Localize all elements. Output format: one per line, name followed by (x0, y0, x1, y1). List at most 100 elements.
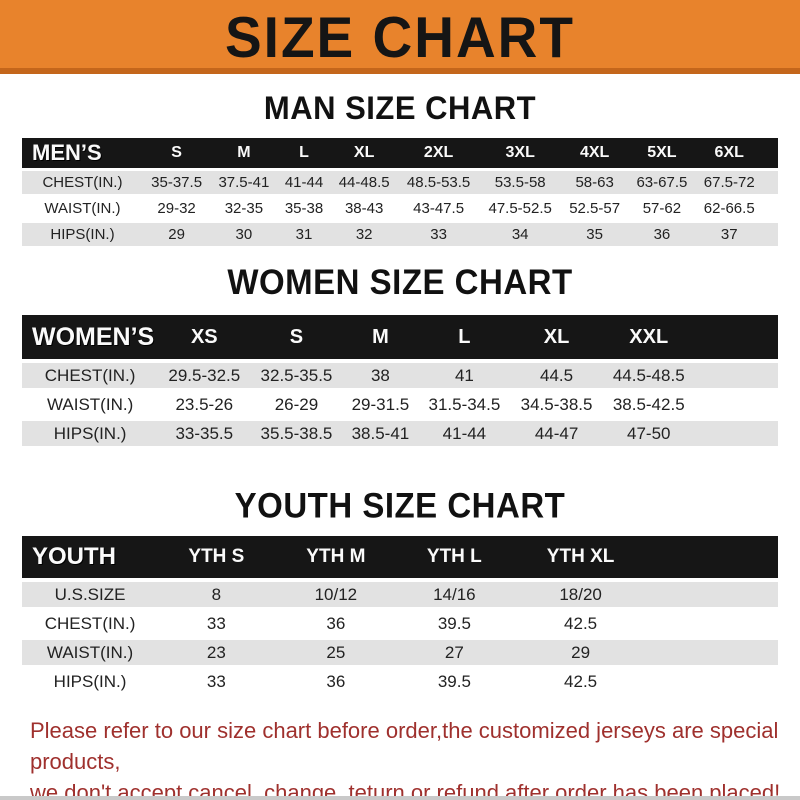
header-spacer (649, 536, 778, 578)
table-row: WAIST(IN.) 29-32 32-35 35-38 38-43 43-47.5 47.… (22, 197, 778, 220)
page-title: SIZE CHART (225, 4, 575, 70)
size-column-header: M (342, 315, 419, 359)
size-column-header: L (277, 138, 331, 168)
size-column-header: XL (330, 138, 398, 168)
row-label: WAIST(IN.) (22, 392, 159, 417)
size-value-cell: 41-44 (277, 171, 331, 194)
row-spacer (649, 611, 778, 636)
womens-section: WOMEN SIZE CHART WOMEN’S XS S M L XL XXL CHEST(… (0, 249, 800, 450)
size-column-header: XL (510, 315, 603, 359)
size-value-cell: 34 (479, 223, 561, 246)
size-value-cell: 32-35 (210, 197, 278, 220)
size-value-cell: 41-44 (418, 421, 511, 446)
mens-section-title: MAN SIZE CHART (263, 89, 537, 127)
size-value-cell: 8 (158, 582, 275, 607)
bottom-edge-strip (0, 796, 800, 800)
womens-size-table: WOMEN’S XS S M L XL XXL CHEST(IN.) 29.5-32.5 32.5… (22, 311, 778, 450)
size-column-header: M (210, 138, 278, 168)
row-label: CHEST(IN.) (22, 171, 143, 194)
mens-table-wrap: MEN’S S M L XL 2XL 3XL 4XL 5XL 6XL CHEST(IN.) 35-37… (0, 135, 800, 249)
order-notice: Please refer to our size chart before or… (30, 716, 790, 800)
mens-size-table: MEN’S S M L XL 2XL 3XL 4XL 5XL 6XL CHEST(IN.) 35-37… (22, 135, 778, 249)
table-row: HIPS(IN.) 29 30 31 32 33 34 35 36 37 (22, 223, 778, 246)
header-spacer (694, 315, 778, 359)
size-value-cell: 32.5-35.5 (250, 363, 343, 388)
size-value-cell: 44.5 (510, 363, 603, 388)
size-value-cell: 10/12 (274, 582, 398, 607)
order-notice-line2: we don't accept cancel, change, teturn o… (30, 779, 781, 800)
row-label: WAIST(IN.) (22, 640, 159, 665)
size-column-header: S (250, 315, 343, 359)
size-column-header: XXL (602, 315, 695, 359)
size-column-header: 4XL (560, 138, 629, 168)
row-label: WAIST(IN.) (22, 197, 143, 220)
banner-bottom-strip (0, 68, 800, 74)
size-value-cell: 23.5-26 (158, 392, 251, 417)
size-column-header: YTH S (158, 536, 275, 578)
size-value-cell: 47.5-52.5 (479, 197, 561, 220)
size-value-cell: 33 (158, 669, 275, 694)
size-column-header: 2XL (397, 138, 480, 168)
table-row: WAIST(IN.) 23.5-26 26-29 29-31.5 31.5-34.5 34… (22, 392, 778, 417)
size-column-header: 5XL (628, 138, 696, 168)
size-value-cell: 36 (274, 611, 398, 636)
size-column-header: 3XL (479, 138, 561, 168)
row-label: HIPS(IN.) (22, 421, 159, 446)
size-value-cell: 18/20 (511, 582, 650, 607)
size-column-header: YTH M (274, 536, 398, 578)
table-header-row: YOUTH YTH S YTH M YTH L YTH XL (22, 536, 778, 578)
size-value-cell: 35 (560, 223, 629, 246)
size-value-cell: 62-66.5 (695, 197, 763, 220)
youth-size-table: YOUTH YTH S YTH M YTH L YTH XL U.S.SIZE 8 10/12… (22, 532, 778, 698)
row-spacer (649, 582, 778, 607)
size-column-header: YTH XL (511, 536, 650, 578)
table-header-label: YOUTH (22, 536, 159, 578)
size-value-cell: 35.5-38.5 (250, 421, 343, 446)
row-label: HIPS(IN.) (22, 669, 159, 694)
size-value-cell: 41 (418, 363, 511, 388)
row-spacer (694, 392, 778, 417)
row-spacer (762, 223, 778, 246)
size-value-cell: 67.5-72 (695, 171, 763, 194)
youth-section: YOUTH SIZE CHART YOUTH YTH S YTH M YTH L YTH… (0, 450, 800, 698)
size-column-header: S (142, 138, 211, 168)
size-value-cell: 42.5 (511, 669, 650, 694)
order-notice-line1: Please refer to our size chart before or… (30, 718, 779, 774)
row-spacer (762, 197, 778, 220)
row-spacer (649, 669, 778, 694)
size-value-cell: 44.5-48.5 (602, 363, 695, 388)
mens-section: MAN SIZE CHART MEN’S S M L XL 2XL 3XL 4XL 5XL 6XL… (0, 74, 800, 249)
size-value-cell: 33-35.5 (158, 421, 251, 446)
size-value-cell: 26-29 (250, 392, 343, 417)
size-column-header: XS (158, 315, 251, 359)
table-row: HIPS(IN.) 33 36 39.5 42.5 (22, 669, 778, 694)
table-row: WAIST(IN.) 23 25 27 29 (22, 640, 778, 665)
table-header-row: MEN’S S M L XL 2XL 3XL 4XL 5XL 6XL (22, 138, 778, 168)
row-label: U.S.SIZE (22, 582, 159, 607)
size-value-cell: 31 (277, 223, 331, 246)
size-value-cell: 53.5-58 (479, 171, 561, 194)
size-value-cell: 37.5-41 (210, 171, 278, 194)
size-value-cell: 23 (158, 640, 275, 665)
size-value-cell: 42.5 (511, 611, 650, 636)
size-value-cell: 30 (210, 223, 278, 246)
table-header-label: MEN’S (22, 138, 143, 168)
size-value-cell: 14/16 (397, 582, 512, 607)
size-value-cell: 34.5-38.5 (510, 392, 603, 417)
size-value-cell: 25 (274, 640, 398, 665)
size-value-cell: 31.5-34.5 (418, 392, 511, 417)
table-row: U.S.SIZE 8 10/12 14/16 18/20 (22, 582, 778, 607)
size-value-cell: 47-50 (602, 421, 695, 446)
womens-section-title: WOMEN SIZE CHART (227, 262, 573, 302)
size-value-cell: 48.5-53.5 (397, 171, 480, 194)
size-value-cell: 27 (397, 640, 512, 665)
size-value-cell: 52.5-57 (560, 197, 629, 220)
size-value-cell: 57-62 (628, 197, 696, 220)
size-value-cell: 38.5-42.5 (602, 392, 695, 417)
size-value-cell: 38-43 (330, 197, 398, 220)
size-value-cell: 63-67.5 (628, 171, 696, 194)
table-row: CHEST(IN.) 35-37.5 37.5-41 41-44 44-48.5 48.5… (22, 171, 778, 194)
size-value-cell: 33 (158, 611, 275, 636)
table-header-row: WOMEN’S XS S M L XL XXL (22, 315, 778, 359)
